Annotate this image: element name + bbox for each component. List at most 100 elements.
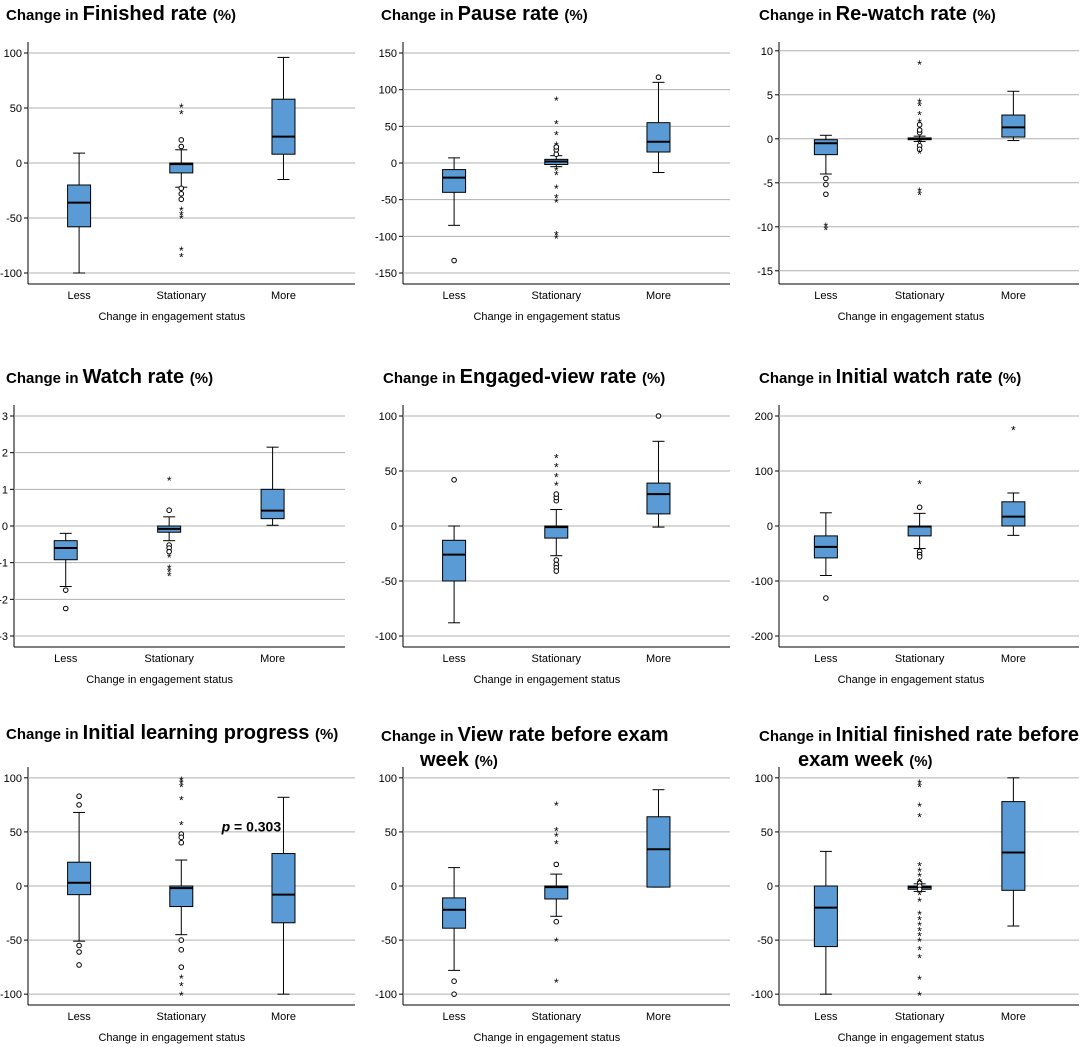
- extreme-point: *: [917, 876, 922, 890]
- extreme-point: *: [917, 913, 922, 927]
- outlier-point: [553, 568, 560, 574]
- chart-panel: Change in Re-watch rate (%) -15 -10 -5 0 5 10 L…: [757, 3, 1079, 323]
- extreme-point: *: [554, 168, 559, 182]
- chart-panel: Change in Initial finished rate before ex…: [751, 724, 1079, 1044]
- extreme-point: *: [179, 972, 184, 986]
- chart-panel: Change in Pause rate (%) -150 -100 -50 0 50 10…: [375, 3, 730, 323]
- outlier-point: [76, 942, 82, 949]
- extreme-point: *: [917, 935, 922, 949]
- extreme-point: *: [917, 800, 922, 814]
- category-label: Stationary: [157, 1011, 207, 1023]
- title-unit: (%): [998, 370, 1021, 387]
- x-axis-label: Change in engagement status: [838, 674, 985, 686]
- extreme-point: *: [554, 479, 559, 493]
- extreme-point: *: [917, 58, 922, 72]
- extreme-point: *: [554, 825, 559, 839]
- x-axis-label: Change in engagement status: [838, 311, 985, 323]
- title-prefix: Change in: [759, 728, 836, 745]
- title-unit: (%): [909, 753, 932, 770]
- box-iqr: [646, 122, 671, 153]
- p-value-annotation: p = 0.303: [221, 818, 282, 834]
- outlier-point: [655, 413, 662, 419]
- y-tick-label: -50: [381, 195, 397, 207]
- extreme-point: *: [554, 164, 559, 178]
- extreme-point: *: [917, 108, 922, 122]
- extreme-point: *: [179, 212, 184, 226]
- y-tick-label: 100: [4, 773, 22, 785]
- extreme-point: *: [167, 551, 172, 565]
- category-label: More: [646, 1011, 671, 1023]
- box-iqr: [1001, 801, 1026, 891]
- category-label: Less: [67, 290, 91, 302]
- y-tick-label: -50: [381, 576, 397, 588]
- outlier-point: [553, 144, 560, 150]
- box-iqr: [544, 525, 569, 539]
- category-label: More: [1001, 290, 1026, 302]
- title-unit: (%): [474, 753, 497, 770]
- category-label: Stationary: [532, 1011, 582, 1023]
- extreme-point: *: [917, 859, 922, 873]
- box-iqr: [544, 885, 569, 900]
- outlier-point: [178, 937, 185, 943]
- extreme-point: *: [917, 908, 922, 922]
- title-prefix: Change in: [6, 7, 83, 24]
- outlier-point: [916, 127, 923, 133]
- extreme-point: *: [554, 94, 559, 108]
- outlier-point: [451, 991, 457, 997]
- y-tick-label: -100: [751, 989, 773, 1001]
- extreme-point: *: [179, 250, 184, 264]
- chart-title: Change in Pause rate (%): [381, 3, 588, 25]
- extreme-point: *: [824, 220, 829, 234]
- extreme-point: *: [917, 889, 922, 903]
- extreme-point: *: [917, 944, 922, 958]
- outlier-point: [823, 175, 829, 182]
- category-label: Less: [814, 653, 838, 665]
- outlier-point: [916, 886, 923, 893]
- y-tick-label: -15: [757, 266, 773, 278]
- extreme-point: *: [917, 185, 922, 199]
- y-tick-label: -50: [381, 935, 397, 947]
- extreme-point: *: [917, 870, 922, 884]
- chart-panel: Change in Watch rate (%) -3 -2 -1 0 1 2 3 Less St…: [0, 366, 345, 686]
- extreme-point: *: [917, 96, 922, 110]
- extreme-point: *: [179, 774, 184, 788]
- y-tick-label: -5: [763, 178, 773, 190]
- category-label: Less: [814, 1011, 838, 1023]
- category-label: Stationary: [895, 290, 945, 302]
- box-iqr: [646, 482, 671, 515]
- outlier-point: [451, 257, 457, 264]
- y-tick-label: 200: [755, 411, 773, 423]
- y-tick-label: -100: [375, 631, 397, 643]
- category-label: More: [646, 653, 671, 665]
- outlier-point: [916, 146, 923, 153]
- outlier-point: [166, 548, 172, 555]
- y-tick-label: -100: [0, 989, 22, 1001]
- extreme-point: *: [554, 196, 559, 210]
- category-label: Stationary: [895, 1011, 945, 1023]
- category-label: More: [1001, 653, 1026, 665]
- title-unit: (%): [315, 726, 338, 743]
- y-tick-label: -100: [751, 576, 773, 588]
- box-iqr: [271, 98, 296, 155]
- y-tick-label: 50: [385, 466, 397, 478]
- chart-title: Change in Re-watch rate (%): [759, 3, 996, 25]
- extreme-point: *: [179, 101, 184, 115]
- x-axis-label: Change in engagement status: [98, 311, 245, 323]
- title-prefix: Change in: [383, 370, 460, 387]
- category-label: Less: [442, 653, 466, 665]
- extreme-point: *: [554, 461, 559, 475]
- outlier-point: [823, 595, 829, 601]
- chart-title: Change in Initial watch rate (%): [759, 366, 1021, 388]
- outlier-point: [62, 587, 69, 593]
- y-tick-label: 150: [379, 48, 397, 60]
- title-prefix: Change in: [6, 370, 83, 387]
- title-unit: (%): [972, 7, 995, 24]
- extreme-point: *: [554, 182, 559, 196]
- title-prefix: Change in: [759, 370, 836, 387]
- y-tick-label: -3: [0, 631, 8, 643]
- outlier-point: [62, 605, 69, 612]
- outlier-point: [178, 947, 185, 953]
- box-iqr: [169, 885, 194, 908]
- box-iqr: [260, 488, 285, 520]
- extreme-point: *: [179, 989, 184, 1003]
